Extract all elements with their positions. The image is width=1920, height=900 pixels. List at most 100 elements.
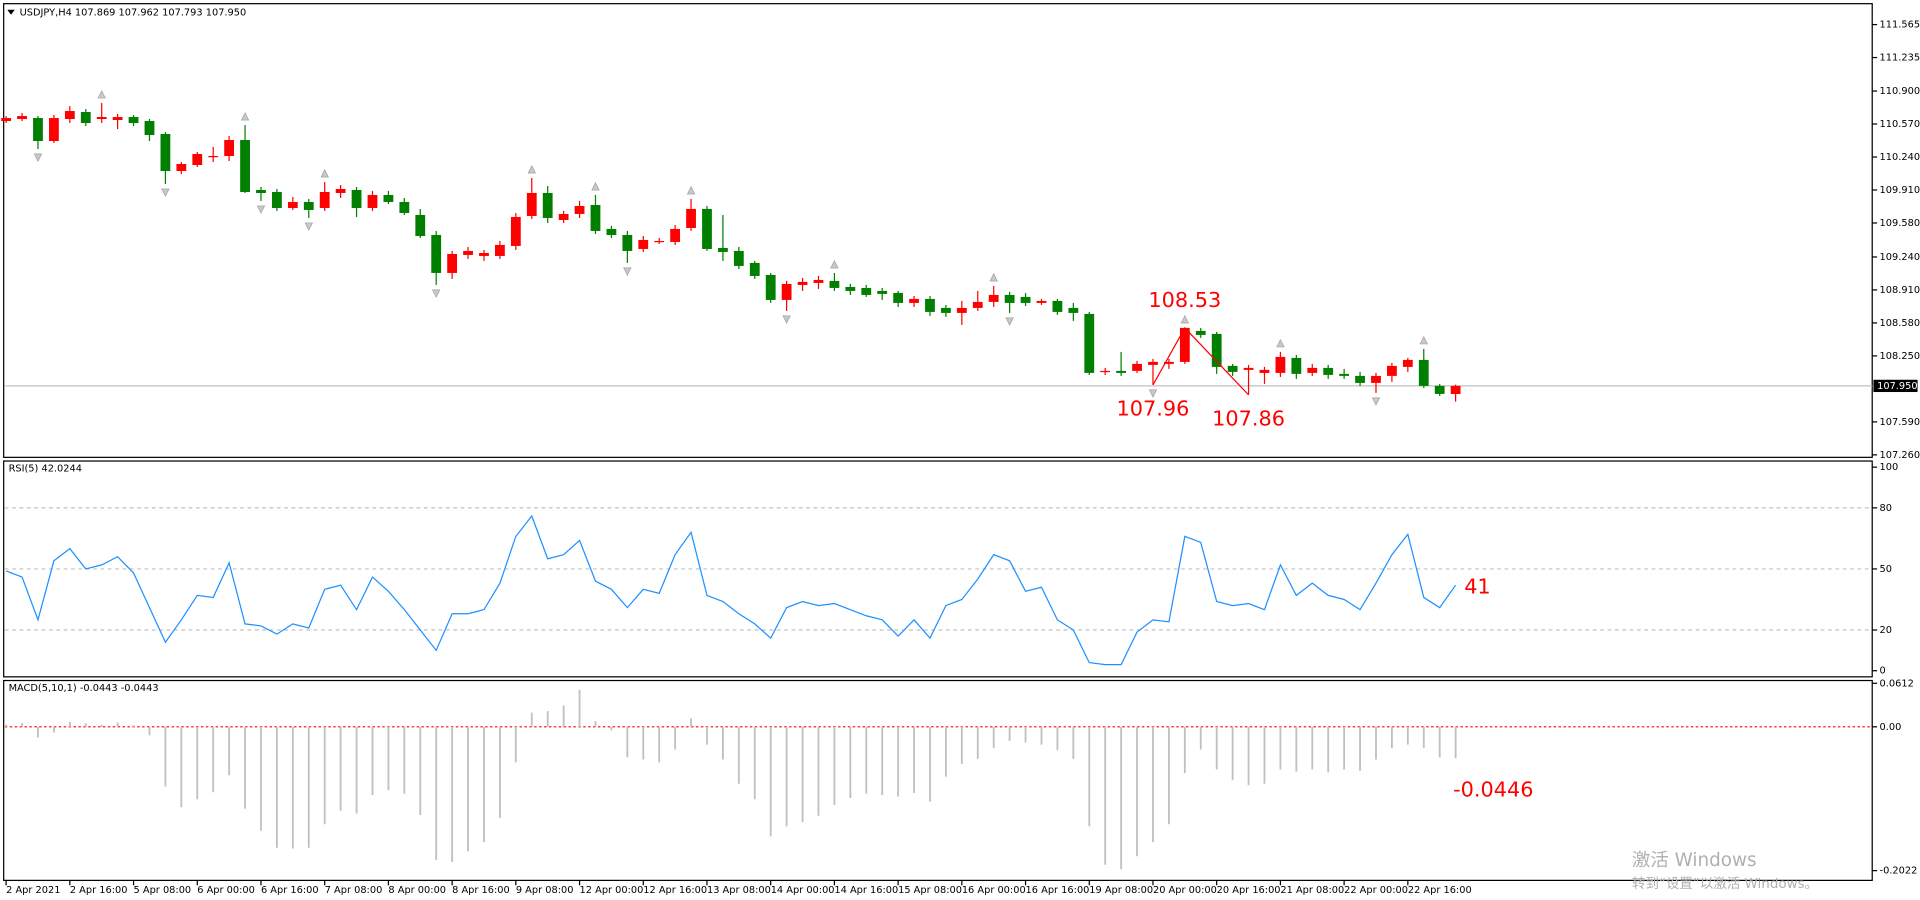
candle-body bbox=[1179, 327, 1190, 362]
y-tick-label: 108.580 bbox=[1880, 318, 1920, 329]
x-tick-label: 7 Apr 08:00 bbox=[325, 885, 383, 896]
rsi-line bbox=[5, 514, 1457, 666]
candle-body bbox=[526, 192, 537, 216]
x-tick-label: 15 Apr 08:00 bbox=[898, 885, 962, 896]
x-tick-label: 12 Apr 00:00 bbox=[580, 885, 644, 896]
candle-body bbox=[510, 216, 521, 246]
x-tick-label: 2 Apr 2021 bbox=[6, 885, 60, 896]
x-tick-label: 13 Apr 08:00 bbox=[707, 885, 771, 896]
x-tick-label: 16 Apr 00:00 bbox=[962, 885, 1026, 896]
candle-body bbox=[192, 154, 203, 165]
y-tick-label: 0.00 bbox=[1880, 722, 1902, 733]
fractal-down bbox=[256, 205, 266, 214]
candle-body bbox=[303, 201, 314, 210]
fractal-down bbox=[782, 315, 791, 324]
candle-body bbox=[431, 234, 442, 273]
fractal-down bbox=[33, 153, 43, 162]
menu-arrow[interactable] bbox=[7, 9, 15, 15]
candle-body bbox=[1164, 361, 1174, 364]
y-tick-label: 111.565 bbox=[1880, 20, 1920, 31]
candle-body bbox=[1227, 365, 1238, 372]
candle-body bbox=[670, 228, 681, 242]
x-tick-label: 6 Apr 00:00 bbox=[197, 885, 255, 896]
candle-body bbox=[1387, 365, 1397, 376]
x-tick-label: 19 Apr 08:00 bbox=[1089, 885, 1153, 896]
candle-body bbox=[383, 194, 394, 202]
candle-body bbox=[415, 214, 426, 236]
candle-body bbox=[909, 298, 919, 303]
fractal-up bbox=[97, 90, 106, 99]
candle-body bbox=[1371, 375, 1381, 383]
candle-body bbox=[829, 280, 840, 288]
candle-body bbox=[733, 250, 744, 266]
candle-body bbox=[1116, 370, 1127, 373]
candle-body bbox=[287, 201, 298, 208]
candle-body bbox=[96, 117, 107, 120]
candle-body bbox=[1402, 359, 1413, 367]
candle-body bbox=[1068, 307, 1079, 313]
candle-body bbox=[765, 274, 776, 300]
candle-body bbox=[112, 117, 123, 121]
candle-body bbox=[797, 281, 808, 285]
candle-body bbox=[1243, 367, 1254, 370]
watermark: 激活 Windows bbox=[1632, 850, 1757, 871]
zigzag-label: 107.96 bbox=[1117, 396, 1190, 420]
candle-body bbox=[606, 228, 617, 235]
y-tick-label: 110.900 bbox=[1880, 86, 1920, 97]
x-tick-label: 6 Apr 16:00 bbox=[261, 885, 319, 896]
candle-body bbox=[590, 204, 601, 231]
rsi-title: RSI(5) 42.0244 bbox=[9, 463, 82, 474]
candle-body bbox=[80, 112, 91, 124]
candle-body bbox=[224, 140, 235, 157]
candle-body bbox=[1339, 373, 1350, 376]
candle-body bbox=[702, 208, 712, 249]
fractal-up bbox=[830, 259, 839, 269]
candle-body bbox=[367, 194, 378, 208]
y-tick-label: -0.2022 bbox=[1880, 866, 1918, 877]
candle-body bbox=[1355, 375, 1365, 383]
fractal-up bbox=[591, 182, 600, 191]
candle-body bbox=[845, 286, 856, 291]
x-tick-label: 12 Apr 16:00 bbox=[643, 885, 707, 896]
x-tick-label: 20 Apr 16:00 bbox=[1217, 885, 1281, 896]
candle-body bbox=[638, 239, 649, 249]
x-tick-label: 8 Apr 16:00 bbox=[452, 885, 510, 896]
candle-body bbox=[941, 307, 951, 313]
x-tick-label: 21 Apr 08:00 bbox=[1280, 885, 1344, 896]
candle-body bbox=[893, 292, 904, 303]
x-tick-label: 5 Apr 08:00 bbox=[134, 885, 192, 896]
y-tick-label: 107.590 bbox=[1880, 417, 1920, 428]
candle-body bbox=[479, 252, 489, 256]
candle-body bbox=[574, 205, 585, 214]
zigzag-label: 107.86 bbox=[1212, 406, 1285, 430]
candle-body bbox=[272, 191, 282, 208]
candle-body bbox=[972, 301, 983, 308]
fractal-up bbox=[320, 169, 329, 178]
candle-body bbox=[1004, 294, 1015, 303]
y-tick-label: 0.0612 bbox=[1880, 678, 1914, 689]
candle-body bbox=[319, 191, 330, 208]
y-tick-label: 109.580 bbox=[1880, 218, 1920, 229]
y-tick-label: 50 bbox=[1880, 564, 1892, 575]
candle-body bbox=[861, 287, 872, 295]
candle-body bbox=[718, 247, 728, 252]
fractal-down bbox=[1148, 389, 1158, 398]
x-tick-label: 16 Apr 16:00 bbox=[1026, 885, 1090, 896]
candle-body bbox=[542, 192, 553, 218]
candle-body bbox=[1418, 359, 1429, 386]
candle-body bbox=[686, 208, 696, 228]
watermark: 转到“设置”以激活 Windows。 bbox=[1632, 876, 1818, 892]
candle-body bbox=[1275, 356, 1286, 373]
y-tick-label: 20 bbox=[1880, 625, 1892, 636]
current-price-box bbox=[1873, 379, 1918, 393]
candle-body bbox=[813, 279, 824, 283]
candle-body bbox=[988, 294, 999, 302]
x-tick-label: 8 Apr 00:00 bbox=[388, 885, 446, 896]
fractal-up bbox=[1180, 314, 1190, 324]
candle-body bbox=[877, 290, 888, 294]
y-tick-label: 109.910 bbox=[1880, 185, 1920, 196]
macd-panel bbox=[3, 679, 1873, 881]
fractal-down bbox=[432, 289, 441, 298]
candle-body bbox=[128, 117, 139, 124]
